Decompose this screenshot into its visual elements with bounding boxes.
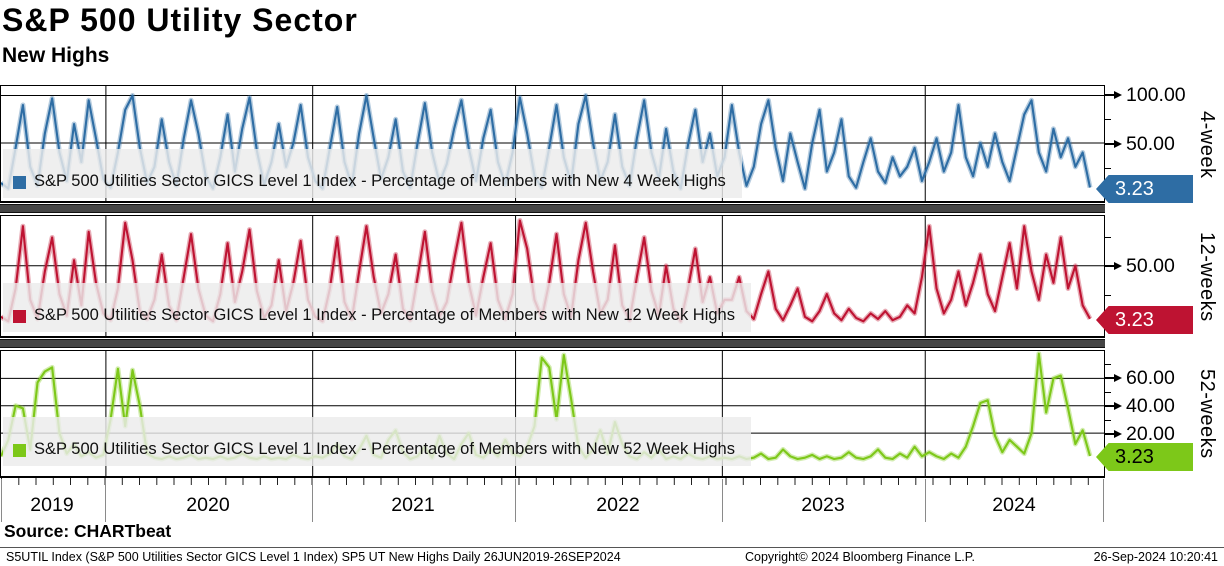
footer-divider bbox=[0, 547, 1224, 548]
ytick-label: 20.00 bbox=[1126, 423, 1175, 445]
year-label-2022: 2022 bbox=[596, 494, 640, 516]
year-label-2019: 2019 bbox=[30, 494, 74, 516]
ytick-label: 40.00 bbox=[1126, 395, 1175, 417]
year-separator bbox=[312, 479, 313, 522]
legend-marker-red bbox=[13, 310, 26, 323]
footer-bar: S5UTIL Index (S&P 500 Utilities Sector G… bbox=[0, 550, 1224, 566]
last-value-tag-12-weeks[interactable]: 3.23 bbox=[1096, 306, 1193, 334]
ytick bbox=[1104, 377, 1117, 379]
year-separator bbox=[722, 479, 723, 522]
ytick-label: 100.00 bbox=[1126, 84, 1186, 106]
year-separator bbox=[925, 479, 926, 522]
legend-52-weeks: S&P 500 Utilities Sector GICS Level 1 In… bbox=[3, 417, 751, 466]
footer-copyright: Copyright© 2024 Bloomberg Finance L.P. bbox=[745, 550, 975, 564]
page-subtitle: New Highs bbox=[2, 44, 110, 67]
axis-label-12-weeks: 12-weeks bbox=[1196, 232, 1218, 322]
ytick-arrow-icon bbox=[1114, 139, 1122, 148]
x-axis-month-ticks bbox=[1, 478, 1089, 485]
panel-divider bbox=[0, 204, 1105, 213]
last-value-tag-4-week[interactable]: 3.23 bbox=[1096, 175, 1193, 203]
page-title: S&P 500 Utility Sector bbox=[2, 2, 358, 38]
ytick bbox=[1104, 143, 1117, 145]
source-line: Source: CHARTbeat bbox=[4, 521, 172, 541]
ytick-arrow-icon bbox=[1114, 261, 1122, 270]
legend-marker-blue bbox=[13, 176, 26, 189]
year-label-2020: 2020 bbox=[186, 494, 230, 516]
footer-ticker-description: S5UTIL Index (S&P 500 Utilities Sector G… bbox=[6, 550, 621, 564]
legend-label: S&P 500 Utilities Sector GICS Level 1 In… bbox=[34, 306, 735, 324]
ytick-label: 50.00 bbox=[1126, 255, 1175, 277]
ytick-minor bbox=[1104, 295, 1111, 297]
last-value-tag-52-weeks[interactable]: 3.23 bbox=[1096, 443, 1193, 471]
axis-label-4-week: 4-week bbox=[1196, 111, 1218, 179]
ytick-minor bbox=[1104, 420, 1111, 422]
legend-label: S&P 500 Utilities Sector GICS Level 1 In… bbox=[34, 172, 726, 190]
ytick-label: 50.00 bbox=[1126, 133, 1175, 155]
year-label-2024: 2024 bbox=[992, 494, 1036, 516]
year-label-2023: 2023 bbox=[801, 494, 845, 516]
ytick-arrow-icon bbox=[1114, 373, 1122, 382]
ytick bbox=[1104, 433, 1117, 435]
year-separator bbox=[515, 479, 516, 522]
ytick-minor bbox=[1104, 237, 1111, 239]
year-separator bbox=[1103, 479, 1104, 522]
panel-divider bbox=[0, 339, 1105, 348]
ytick bbox=[1104, 94, 1117, 96]
ytick-minor bbox=[1104, 364, 1111, 366]
ytick-arrow-icon bbox=[1114, 401, 1122, 410]
ytick bbox=[1104, 265, 1117, 267]
ytick-label: 60.00 bbox=[1126, 367, 1175, 389]
panel-4-week[interactable]: S&P 500 Utilities Sector GICS Level 1 In… bbox=[0, 85, 1105, 203]
year-separator bbox=[1, 479, 2, 522]
ytick-minor bbox=[1104, 392, 1111, 394]
axis-label-52-weeks: 52-weeks bbox=[1196, 369, 1218, 459]
legend-marker-green bbox=[13, 444, 26, 457]
panel-12-weeks[interactable]: S&P 500 Utilities Sector GICS Level 1 In… bbox=[0, 215, 1105, 338]
footer-timestamp: 26-Sep-2024 10:20:41 bbox=[1093, 550, 1218, 564]
ytick-arrow-icon bbox=[1114, 429, 1122, 438]
ytick-arrow-icon bbox=[1114, 90, 1122, 99]
legend-4-week: S&P 500 Utilities Sector GICS Level 1 In… bbox=[3, 149, 742, 198]
legend-label: S&P 500 Utilities Sector GICS Level 1 In… bbox=[34, 440, 735, 458]
legend-12-weeks: S&P 500 Utilities Sector GICS Level 1 In… bbox=[3, 283, 751, 332]
year-separator bbox=[105, 479, 106, 522]
panel-52-weeks[interactable]: S&P 500 Utilities Sector GICS Level 1 In… bbox=[0, 350, 1105, 478]
ytick-minor bbox=[1104, 168, 1111, 170]
year-label-2021: 2021 bbox=[391, 494, 435, 516]
ytick-minor bbox=[1104, 119, 1111, 121]
ytick bbox=[1104, 405, 1117, 407]
